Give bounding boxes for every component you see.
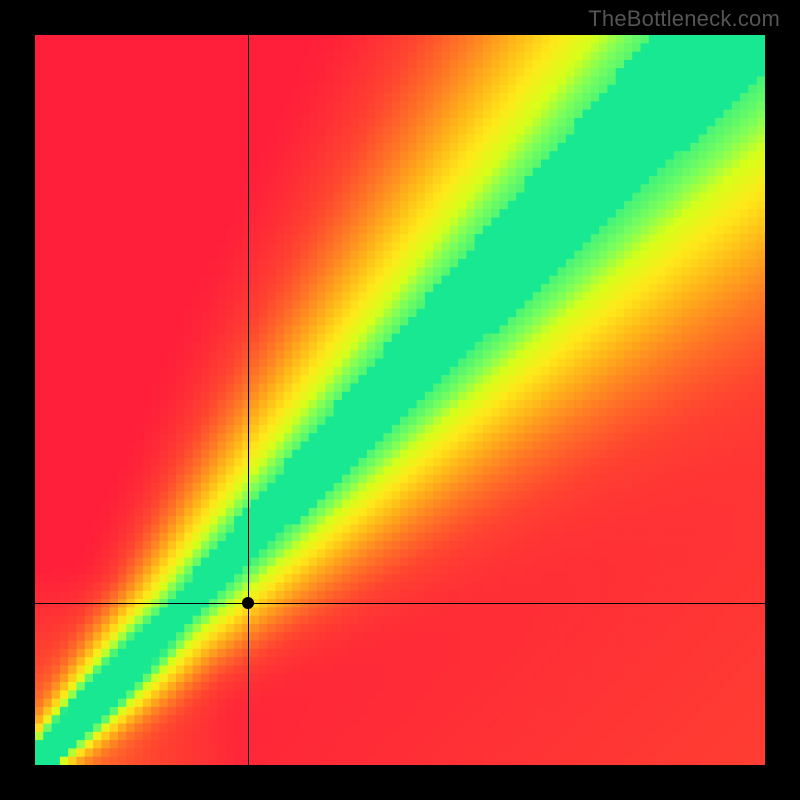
crosshair-horizontal bbox=[35, 603, 765, 604]
plot-area bbox=[35, 35, 765, 765]
crosshair-marker-dot bbox=[242, 597, 254, 609]
bottleneck-heatmap bbox=[35, 35, 765, 765]
crosshair-vertical bbox=[248, 35, 249, 765]
watermark-text: TheBottleneck.com bbox=[588, 6, 780, 32]
